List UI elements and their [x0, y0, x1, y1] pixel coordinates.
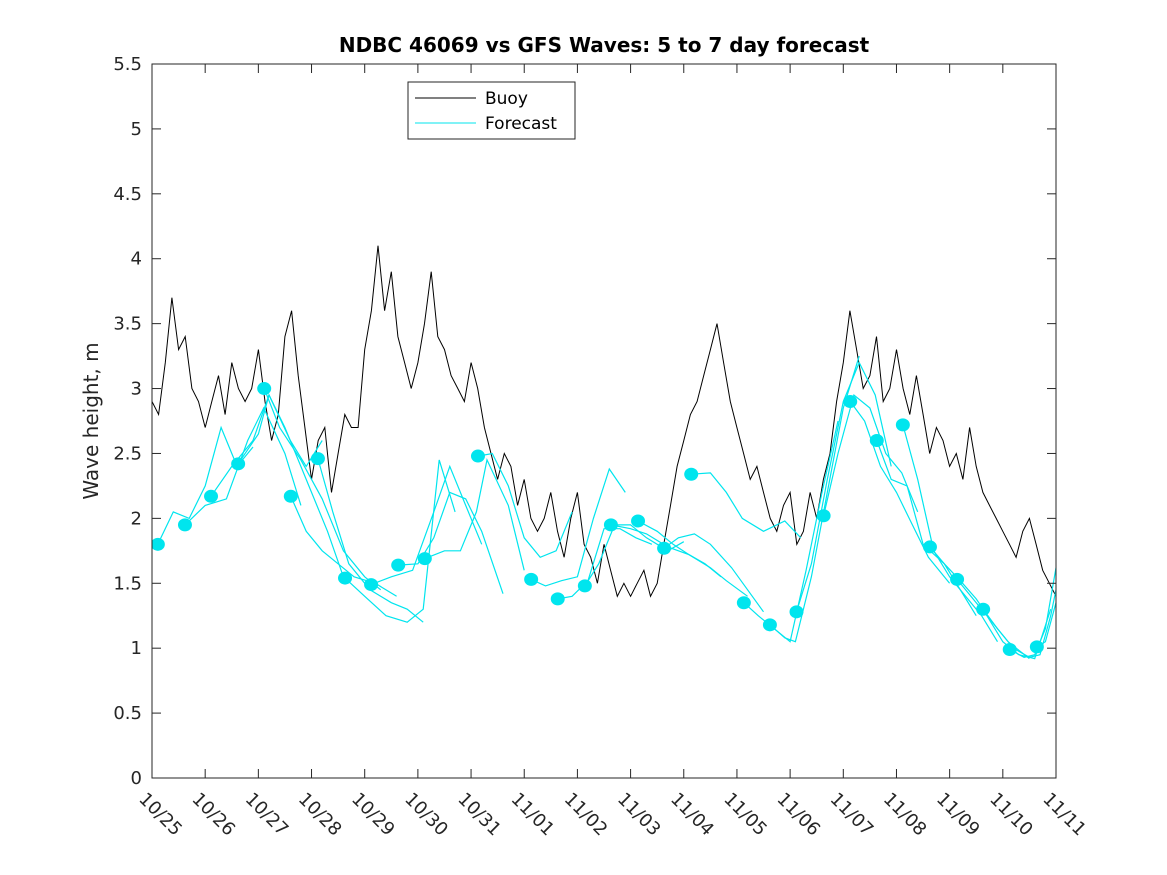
y-tick-label: 5 — [131, 119, 142, 140]
forecast-marker — [310, 452, 325, 466]
y-axis-ticks: 0 0.5 1 1.5 2 2.5 3 3.5 4 4.5 5 5.5 — [113, 54, 1056, 789]
y-tick-label: 0 — [131, 768, 142, 789]
forecast-marker — [762, 618, 777, 632]
forecast-run-line — [263, 388, 382, 591]
forecast-run-line — [370, 464, 483, 586]
axes — [151, 63, 1057, 779]
forecast-marker — [816, 509, 831, 523]
axes-box — [151, 63, 1057, 779]
forecast-marker — [391, 558, 406, 572]
forecast-run-line — [849, 401, 951, 584]
legend: Buoy Forecast — [407, 81, 576, 140]
forecast-marker — [950, 572, 965, 586]
forecast-marker — [231, 457, 246, 471]
forecast-run-line — [663, 533, 764, 613]
y-tick-label: 3.5 — [113, 314, 142, 335]
forecast-run-line — [956, 579, 1052, 660]
forecast-marker — [736, 596, 751, 610]
forecast-run-line — [424, 458, 525, 571]
y-tick-label: 2 — [131, 508, 142, 529]
forecast-run-line — [477, 452, 573, 559]
y-tick-label: 2.5 — [113, 443, 142, 464]
forecast-marker — [470, 449, 485, 463]
forecast-marker — [1002, 642, 1017, 656]
forecast-marker — [657, 541, 672, 555]
legend-label-forecast: Forecast — [485, 114, 557, 134]
plot-content — [152, 245, 1056, 660]
y-tick-label: 0.5 — [113, 703, 142, 724]
forecast-marker — [603, 518, 618, 532]
y-tick-label: 4 — [131, 249, 142, 270]
forecast-marker — [843, 395, 858, 409]
forecast-run-line — [902, 424, 999, 643]
forecast-marker — [1029, 640, 1044, 654]
plot-area — [152, 64, 1056, 778]
forecast-run-line — [743, 420, 839, 643]
forecast-markers — [152, 382, 1044, 656]
forecast-marker — [177, 518, 192, 532]
y-tick-label: 4.5 — [113, 184, 142, 205]
y-tick-label: 3 — [131, 379, 142, 400]
forecast-marker — [417, 552, 432, 566]
buoy-series — [152, 245, 1056, 598]
legend-box — [407, 81, 576, 140]
forecast-run-line — [530, 467, 626, 587]
forecast-run-line — [184, 406, 302, 526]
forecast-marker — [283, 489, 298, 503]
forecast-run-line — [691, 472, 802, 539]
forecast-run-line — [557, 528, 653, 600]
forecast-run-line — [982, 589, 1056, 658]
forecast-marker — [204, 489, 219, 503]
y-axis-label: Wave height, m — [79, 342, 103, 499]
y-tick-label: 1 — [131, 638, 142, 659]
forecast-marker — [524, 572, 539, 586]
forecast-run-line — [1009, 567, 1056, 658]
forecast-run-line — [398, 491, 504, 594]
chart-title: NDBC 46069 vs GFS Waves: 5 to 7 day fore… — [339, 33, 870, 57]
forecast-run-line — [637, 520, 748, 597]
forecast-marker — [869, 433, 884, 447]
forecast-marker — [338, 571, 353, 585]
forecast-run-line — [823, 393, 919, 516]
forecast-marker — [895, 418, 910, 432]
forecast-marker — [922, 540, 937, 554]
forecast-run-line — [344, 459, 456, 623]
buoy-line — [152, 245, 1056, 598]
forecast-marker — [577, 579, 592, 593]
forecast-marker — [684, 467, 699, 481]
forecast-marker — [257, 382, 272, 396]
forecast-marker — [976, 602, 991, 616]
legend-label-buoy: Buoy — [485, 89, 528, 109]
y-tick-label: 5.5 — [113, 54, 142, 75]
y-tick-label: 1.5 — [113, 573, 142, 594]
forecast-marker — [631, 514, 646, 528]
forecast-marker — [550, 592, 565, 606]
forecast-marker — [152, 537, 165, 551]
forecast-run-line — [237, 393, 344, 577]
forecast-marker — [364, 578, 379, 592]
forecast-marker — [789, 605, 804, 619]
forecast-run-line — [769, 355, 860, 643]
